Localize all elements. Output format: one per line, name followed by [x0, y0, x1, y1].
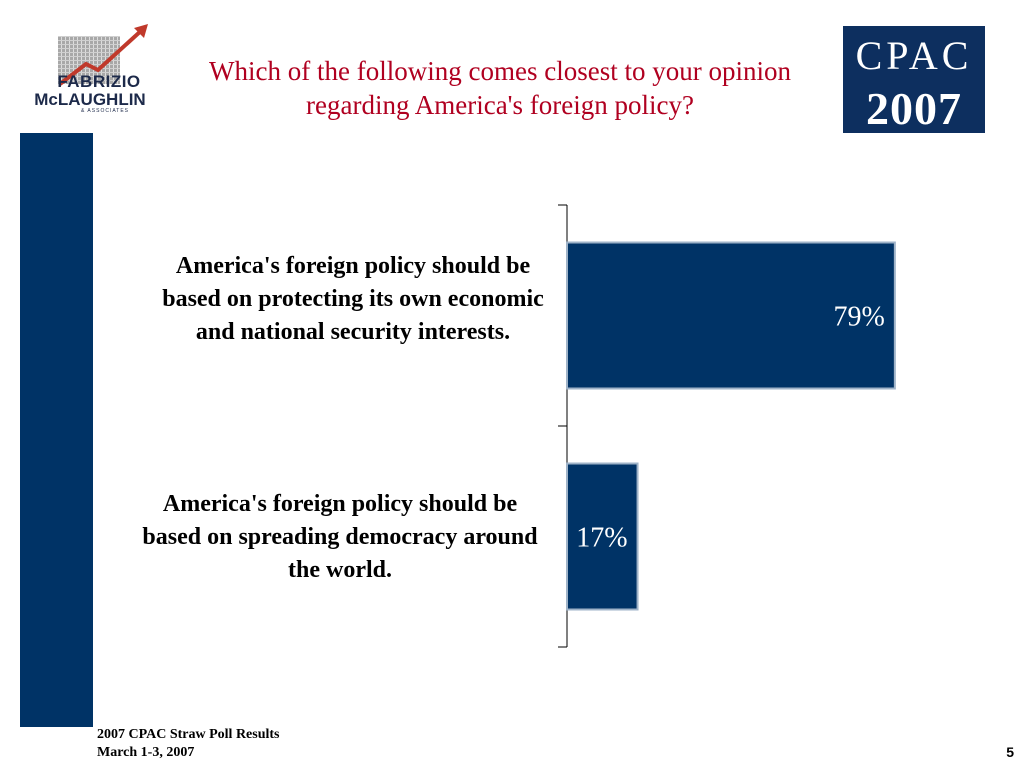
sidebar-band: [20, 133, 93, 727]
logo-text-line1: FABRIZIO: [57, 72, 141, 91]
footer-line1: 2007 CPAC Straw Poll Results: [97, 727, 280, 742]
cpac-2007-logo: CPAC 2007: [843, 26, 985, 134]
category-label-2: America's foreign policy should be based…: [142, 491, 538, 583]
slide-title: Which of the following comes closest to …: [209, 56, 791, 120]
cpac-logo-text: CPAC: [855, 33, 973, 78]
footer-line2: March 1-3, 2007: [97, 745, 195, 760]
bar-value-label-2: 17%: [576, 523, 627, 554]
fabrizio-mclaughlin-logo: FABRIZIO McLAUGHLIN & ASSOCIATES: [20, 22, 160, 118]
category-label-1: America's foreign policy should be based…: [162, 253, 544, 345]
cpac-logo-year: 2007: [866, 83, 962, 134]
bar-1: [566, 241, 896, 390]
footer: 2007 CPAC Straw Poll Results March 1-3, …: [97, 726, 280, 762]
logo-text-line3: & ASSOCIATES: [80, 108, 130, 114]
bar-value-label-1: 79%: [834, 302, 885, 333]
page-number: 5: [1006, 744, 1014, 760]
logo-text-line2: McLAUGHLIN: [34, 90, 146, 109]
bar-2: [566, 462, 639, 611]
logo-arrow-icon: [58, 24, 148, 86]
